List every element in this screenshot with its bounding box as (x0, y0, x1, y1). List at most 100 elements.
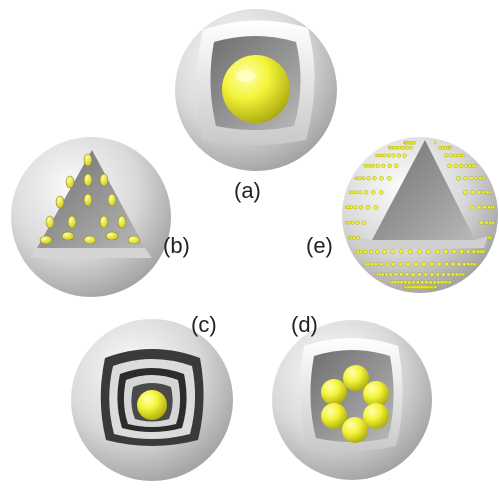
surface-particle (441, 272, 446, 277)
surface-particle (429, 261, 435, 267)
panel-c-multi-shell (71, 319, 233, 481)
surface-particle (443, 249, 449, 254)
surface-particle (435, 272, 440, 277)
surface-particle (369, 262, 374, 267)
surface-particle (426, 249, 431, 255)
surface-particle (482, 205, 487, 210)
surface-particle (446, 272, 451, 277)
surface-particle (451, 272, 455, 277)
gold-core-highlight (236, 70, 256, 82)
surface-particle (396, 280, 401, 285)
surface-particle (355, 220, 360, 225)
cavity (372, 140, 475, 240)
surface-particle (401, 145, 405, 150)
surface-particle (378, 190, 384, 195)
surface-particle (399, 280, 404, 285)
surface-particle (373, 262, 378, 267)
surface-particle (444, 153, 449, 158)
surface-particle (423, 272, 428, 277)
surface-particle (482, 176, 486, 180)
surface-particle (448, 280, 452, 284)
surface-particle (350, 190, 354, 195)
surface-particle (356, 249, 360, 254)
surface-particle (459, 249, 464, 254)
surface-particle (462, 262, 467, 267)
surface-particle (491, 205, 495, 209)
surface-particle (356, 235, 361, 240)
panel-b-wall-particles (11, 137, 171, 297)
surface-particle (433, 285, 438, 289)
surface-particle (470, 190, 475, 195)
surface-particle (491, 221, 495, 225)
surface-particle (474, 176, 479, 181)
surface-particle (384, 262, 389, 267)
surface-particle (476, 249, 480, 254)
surface-particle (390, 249, 395, 254)
surface-particle (433, 141, 437, 145)
surface-particle (420, 280, 425, 285)
label-c: (c) (191, 312, 217, 337)
gold-core (222, 55, 290, 123)
surface-particle (438, 145, 442, 150)
surface-particle (409, 145, 413, 150)
surface-particle (471, 249, 476, 254)
surface-particle (487, 205, 491, 210)
surface-particle (416, 249, 422, 255)
surface-particle (432, 280, 437, 285)
surface-particle (487, 190, 492, 194)
surface-particle (375, 249, 380, 254)
surface-particle (371, 190, 376, 195)
surface-particle (398, 262, 403, 267)
surface-particle (453, 153, 458, 158)
surface-particle (398, 249, 404, 255)
surface-particle (461, 272, 465, 277)
surface-particle (371, 163, 375, 168)
surface-particle (379, 176, 384, 181)
surface-particle (378, 272, 382, 277)
surface-particle (386, 176, 392, 181)
surface-particle (413, 261, 419, 267)
surface-particle (357, 176, 362, 181)
surface-particle (449, 153, 454, 158)
surface-particle (358, 190, 363, 195)
surface-particle (417, 272, 422, 277)
surface-particle (411, 272, 416, 277)
surface-particle (424, 280, 429, 285)
surface-particle (380, 272, 385, 277)
surface-particle (387, 163, 392, 168)
surface-particle (379, 153, 384, 158)
cutaway-wall (30, 248, 152, 258)
surface-particle (429, 272, 434, 277)
label-b: (b) (163, 233, 190, 258)
gold-cores (321, 365, 389, 443)
surface-particle (391, 153, 396, 158)
surface-particle (488, 236, 492, 240)
surface-particle (469, 205, 475, 210)
surface-particle (347, 220, 351, 225)
surface-particle (428, 280, 433, 285)
surface-particle (463, 190, 468, 195)
surface-particle (353, 190, 358, 195)
surface-particle (439, 280, 444, 285)
surface-particle (479, 220, 484, 225)
surface-particle (461, 153, 465, 158)
surface-particle (466, 249, 471, 254)
surface-particle (378, 262, 383, 267)
surface-particle (372, 176, 377, 181)
surface-particle (447, 163, 452, 168)
surface-particle (415, 280, 420, 285)
surface-particle (388, 272, 393, 277)
surface-particle (448, 146, 452, 150)
surface-particle (402, 153, 407, 158)
surface-particle (365, 205, 371, 210)
surface-particle (367, 163, 372, 168)
surface-particle (382, 249, 387, 254)
surface-particle (476, 190, 481, 195)
surface-particle (399, 272, 404, 277)
surface-particle (436, 280, 441, 285)
surface-particle (350, 220, 355, 225)
surface-particle (381, 163, 386, 168)
surface-particle (451, 249, 457, 254)
surface-particle (405, 261, 411, 267)
wall-particles (39, 153, 141, 245)
